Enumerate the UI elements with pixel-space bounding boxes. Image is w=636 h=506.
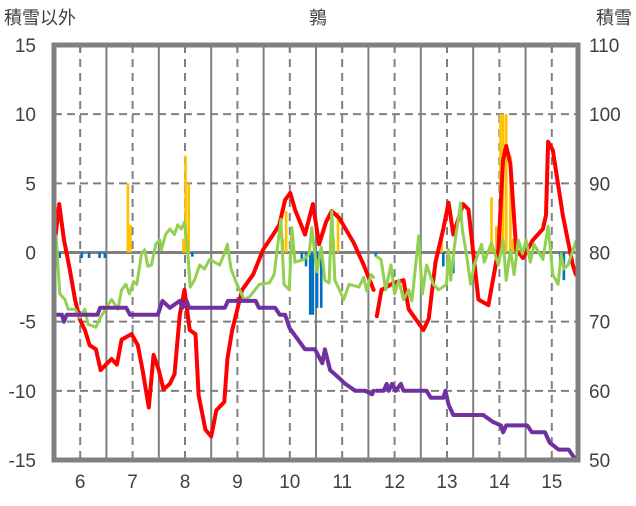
x-tick-label: 10 <box>279 472 300 493</box>
y-left-axis-title: 積雪以外 <box>4 8 76 28</box>
blue-bar <box>191 252 194 257</box>
yellow-bar <box>182 238 185 253</box>
red-series-line <box>374 139 578 332</box>
yellow-bar <box>511 238 515 253</box>
chart-title: 鶉 <box>309 8 327 28</box>
plot-frame <box>51 42 581 463</box>
blue-bar <box>58 252 62 259</box>
blue-bar <box>103 252 107 259</box>
blue-bar <box>300 252 304 260</box>
y-right-tick-label: 70 <box>589 313 610 334</box>
yellow-bar <box>509 155 512 253</box>
blue-bar <box>374 252 378 257</box>
x-tick-label: 15 <box>541 472 562 493</box>
yellow-bar <box>284 211 288 253</box>
purple-series-line <box>374 381 578 462</box>
y-right-tick-label: 80 <box>589 244 610 265</box>
x-tick-label: 7 <box>127 472 138 493</box>
yellow-bar <box>490 197 493 253</box>
yellow-bar <box>187 183 190 253</box>
blue-bar <box>87 252 91 259</box>
y-right-tick-label: 110 <box>589 36 619 57</box>
y-left-tick-label: -15 <box>9 451 36 472</box>
x-tick-label: 13 <box>436 472 457 493</box>
yellow-bar <box>494 226 498 253</box>
y-left-tick-label: -5 <box>19 313 36 334</box>
yellow-bar <box>129 224 132 253</box>
x-tick-label: 8 <box>180 472 191 493</box>
x-tick-label: 14 <box>489 472 511 493</box>
blue-bar <box>80 252 84 259</box>
green-series-line <box>52 209 376 329</box>
y-left-tick-label: -10 <box>9 382 36 403</box>
yellow-bar <box>504 114 508 253</box>
y-left-tick-label: 0 <box>25 244 36 265</box>
purple-series-line <box>52 298 376 397</box>
blue-bar <box>98 252 101 259</box>
blue-bar <box>315 252 319 308</box>
red-series-line <box>52 191 376 439</box>
x-tick-label: 6 <box>75 472 86 493</box>
y-right-tick-label: 100 <box>589 105 621 126</box>
x-tick-label: 11 <box>332 472 352 493</box>
y-right-axis-title: 積雪 <box>596 8 632 28</box>
y-right-tick-label: 60 <box>589 382 610 403</box>
y-right-tick-label: 50 <box>589 451 610 472</box>
blue-bar <box>308 252 312 315</box>
yellow-bar <box>126 183 130 253</box>
blue-bar <box>442 252 445 267</box>
series-lines <box>52 139 578 462</box>
x-tick-label: 12 <box>384 472 405 493</box>
y-left-tick-label: 5 <box>25 174 36 195</box>
yellow-bar <box>184 155 187 253</box>
x-tick-label: 9 <box>232 472 243 493</box>
blue-bar <box>304 252 308 267</box>
y-right-tick-label: 90 <box>589 174 610 195</box>
blue-bar <box>319 252 323 308</box>
blue-bar <box>311 252 315 315</box>
yellow-bar <box>336 212 340 253</box>
y-left-tick-label: 10 <box>15 105 36 126</box>
green-series-line <box>375 201 578 303</box>
y-left-tick-label: 15 <box>15 36 36 57</box>
